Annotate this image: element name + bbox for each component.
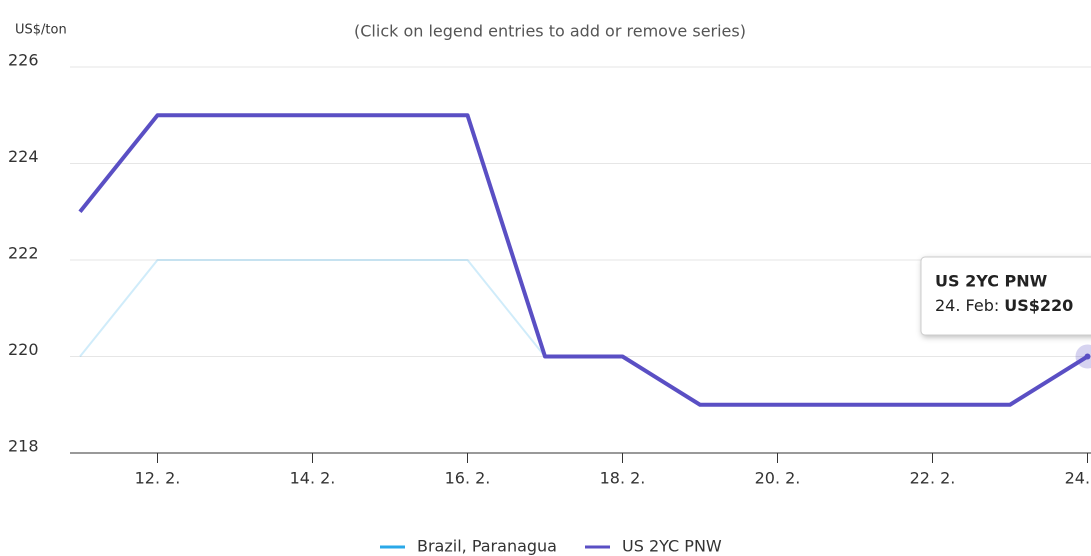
chart-subtitle: (Click on legend entries to add or remov… <box>354 22 746 41</box>
y-tick-label: 224 <box>8 147 39 166</box>
tooltip-value: US$220 <box>1004 296 1073 315</box>
y-axis-label: US$/ton <box>15 23 67 38</box>
x-tick-label: 18. 2. <box>600 469 646 488</box>
tooltip-date: 24. Feb: <box>935 296 999 315</box>
x-tick-label: 22. 2. <box>910 469 956 488</box>
y-tick-label: 220 <box>8 340 39 359</box>
y-tick-label: 222 <box>8 244 39 263</box>
x-tick-label: 16. 2. <box>445 469 491 488</box>
tooltip-title: US 2YC PNW <box>935 272 1048 291</box>
hover-point <box>1084 353 1091 360</box>
y-tick-label: 218 <box>8 437 39 456</box>
tooltip-body: 24. Feb: US$220 <box>935 296 1073 315</box>
legend-label[interactable]: US 2YC PNW <box>622 537 722 556</box>
hover-halo <box>1075 344 1091 369</box>
x-tick-label: 20. 2. <box>755 469 801 488</box>
x-tick-label: 12. 2. <box>135 469 181 488</box>
x-tick-label: 24. 2. <box>1065 469 1091 488</box>
y-tick-label: 226 <box>8 51 39 70</box>
x-tick-label: 14. 2. <box>290 469 336 488</box>
series-line <box>78 113 1089 407</box>
legend-label[interactable]: Brazil, Paranagua <box>417 537 557 556</box>
tooltip-box <box>920 256 1091 336</box>
tooltip: US 2YC PNW 24. Feb: US$220 <box>920 256 1091 336</box>
